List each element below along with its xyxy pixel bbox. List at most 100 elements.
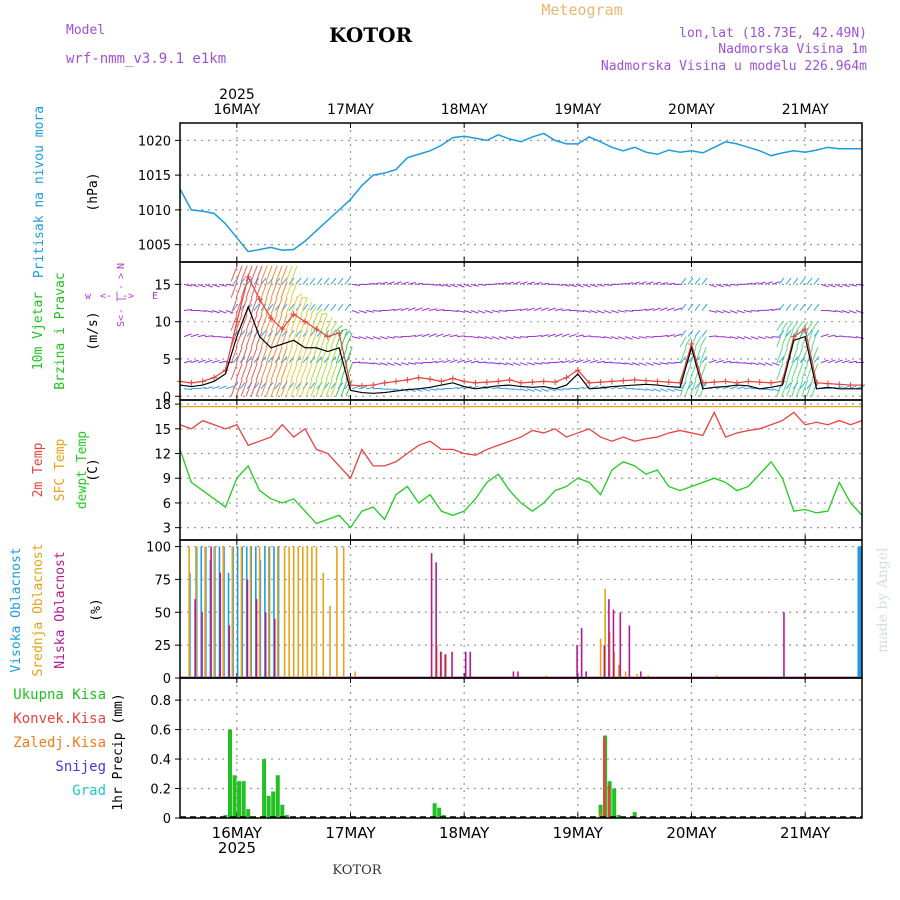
- temperature-frame: [179, 399, 863, 541]
- cloud-bar: [639, 671, 642, 678]
- wind-direction-arrow: [806, 330, 813, 337]
- wind-direction-arrow: [848, 336, 857, 339]
- y-tick-label: 5: [163, 353, 171, 368]
- wind-hatch-stroke: [791, 346, 799, 364]
- precip-side-label-2: Konvek.Kisa: [13, 711, 106, 727]
- wind-direction-arrow: [491, 282, 501, 285]
- wind-direction-arrow: [638, 281, 647, 285]
- wind-direction-arrow: [792, 356, 799, 364]
- wind-direction-arrow: [197, 309, 207, 312]
- precip-side-label-4: Snijeg: [55, 759, 106, 775]
- y-tick-label: 50: [154, 606, 171, 621]
- precip-side-label-1: Ukupna Kisa: [13, 687, 106, 703]
- wind-hatch-stroke: [320, 379, 328, 397]
- wind-hatch-stroke: [786, 363, 794, 381]
- wind-direction-arrow: [456, 335, 466, 338]
- wind-dir-label-h: E: [152, 291, 158, 302]
- wind-direction-arrow: [498, 309, 508, 312]
- cloud-bar: [288, 546, 290, 678]
- wind-direction-arrow: [519, 336, 529, 338]
- wind-direction-arrow: [855, 361, 865, 364]
- cloud-bar: [283, 546, 286, 678]
- cloud-bar: [273, 618, 276, 678]
- wind-direction-arrow: [666, 362, 676, 364]
- wind-direction-arrow: [771, 281, 780, 285]
- wind-direction-arrow: [386, 336, 395, 339]
- wind-hatch-stroke: [285, 281, 293, 298]
- wind-direction-arrow: [393, 336, 403, 338]
- wind-direction-arrow: [680, 277, 687, 285]
- wind-direction-arrow: [561, 309, 571, 311]
- pressure-line: [179, 132, 862, 253]
- wind-direction-arrow: [449, 334, 458, 338]
- cloud-bar: [603, 645, 606, 678]
- wind-direction-arrow: [575, 309, 584, 313]
- wind-gust-marker: [381, 379, 388, 386]
- wind-direction-arrow: [281, 277, 288, 285]
- wind-hatch-stroke: [345, 332, 353, 348]
- wind-hatch-stroke: [290, 363, 298, 381]
- wind-direction-arrow: [764, 362, 773, 366]
- wind-hatch-stroke: [260, 379, 268, 397]
- wind-hatch-stroke: [791, 321, 799, 331]
- precip-bar: [616, 815, 621, 818]
- wind-direction-arrow: [575, 359, 584, 364]
- wind-hatch-stroke: [305, 379, 313, 397]
- y-tick-label: 9: [163, 472, 171, 487]
- wind-direction-arrow: [274, 277, 281, 285]
- cloud-bar: [435, 562, 437, 678]
- wind-direction-arrow: [589, 310, 598, 314]
- wind-direction-arrow: [820, 333, 829, 338]
- wind-direction-arrow: [834, 283, 843, 288]
- wind-direction-arrow: [533, 307, 542, 311]
- wind-hatch-stroke: [290, 346, 298, 364]
- wind-hatch-stroke: [260, 330, 268, 348]
- coords-label: lon,lat (18.73E, 42.49N): [679, 26, 867, 41]
- wind-hatch-stroke: [811, 330, 819, 348]
- cloud-bar: [612, 609, 615, 678]
- wind-hatch-stroke: [280, 281, 288, 298]
- wind-hatch-stroke: [699, 346, 707, 364]
- wind-hatch-stroke: [255, 314, 263, 331]
- cloud-bar: [301, 546, 304, 678]
- wind-direction-arrow: [743, 282, 753, 285]
- wind-direction-arrow: [771, 336, 781, 338]
- wind-direction-arrow: [498, 387, 508, 390]
- precip-bar: [280, 804, 285, 818]
- wind-direction-arrow: [519, 308, 528, 311]
- station-title: KOTOR: [329, 23, 413, 47]
- wind-gust-marker: [358, 382, 365, 389]
- wind-gust-marker: [461, 378, 468, 385]
- wind-direction-arrow: [302, 277, 309, 285]
- wind-direction-arrow: [547, 388, 556, 392]
- wind-gust-marker: [665, 379, 672, 386]
- wind-direction-arrow: [414, 362, 424, 364]
- cloud-bar: [188, 546, 190, 678]
- wind-hatch-stroke: [240, 363, 248, 381]
- top-day-label: 18MAY: [441, 102, 488, 118]
- wind-direction-arrow: [449, 359, 458, 364]
- wind-hatch-stroke: [796, 346, 804, 364]
- wind-direction-arrow: [785, 382, 792, 390]
- y-tick-label: 10: [154, 316, 171, 331]
- wind-hatch-stroke: [776, 330, 784, 348]
- precip-panel: 0 0.2 0.4 0.6 0.8: [150, 678, 862, 827]
- cloud-bar: [267, 546, 270, 678]
- wind-hatch-stroke: [776, 363, 784, 381]
- wind-gust-marker: [768, 379, 775, 386]
- wind-direction-arrow: [540, 282, 549, 285]
- wind-hatch-stroke: [295, 293, 303, 299]
- wind-gust-marker: [472, 379, 479, 386]
- wind-hatch-stroke: [801, 346, 809, 364]
- wind-direction-arrow: [764, 281, 773, 285]
- wind-direction-arrow: [659, 307, 668, 311]
- wind-direction-arrow: [218, 385, 227, 390]
- wind-gust-marker: [677, 379, 684, 386]
- wind-hatch-stroke: [255, 265, 263, 282]
- wind-ylabel: (m/s): [86, 311, 101, 350]
- wind-hatch-stroke: [265, 346, 273, 364]
- wind-direction-arrow: [624, 309, 634, 312]
- top-day-label: 16MAY: [213, 102, 260, 118]
- wind-direction-arrow: [645, 308, 654, 311]
- wind-direction-arrow: [428, 333, 437, 338]
